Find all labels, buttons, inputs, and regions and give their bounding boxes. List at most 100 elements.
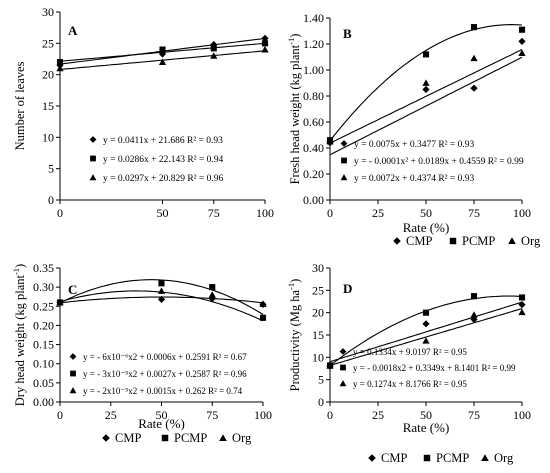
regression-equation: y = - 0.0018x2 + 0.3349x + 8.1401 R² = 0…: [353, 363, 516, 373]
y-tick-label: 20: [42, 68, 54, 82]
y-tick-label: 10: [312, 350, 324, 364]
data-point-triangle: [326, 137, 334, 145]
y-tick-label: 0: [48, 193, 54, 207]
data-point-triangle: [470, 311, 478, 318]
x-tick-label: 25: [372, 408, 384, 422]
data-point-triangle: [56, 64, 64, 72]
y-tick-label: 0: [318, 395, 324, 409]
legend-label: PCMP: [436, 451, 469, 465]
legend-label: Org: [232, 431, 252, 445]
y-axis-label: Dry head weight (kg plant-1): [11, 264, 27, 406]
data-point-diamond: [157, 295, 166, 303]
data-point-square: [259, 314, 267, 321]
data-point-diamond: [470, 84, 478, 92]
data-point-triangle: [518, 308, 526, 316]
data-point-triangle: [470, 54, 478, 62]
x-tick-label: 25: [372, 206, 384, 220]
trendline-diamond: [329, 56, 523, 156]
legend-label: CMP: [115, 431, 141, 445]
legend-label: CMP: [381, 451, 407, 465]
data-point-square: [210, 45, 217, 52]
data-point-square: [518, 26, 526, 33]
x-axis-label: Rate (%): [138, 416, 185, 431]
data-point-triangle: [518, 49, 526, 56]
data-point-square: [209, 284, 216, 291]
x-tick-label: 100: [513, 408, 531, 422]
legend-marker-square: [449, 237, 457, 245]
trendline-triangle: [329, 308, 523, 367]
regression-equation: y = - 6x10⁻⁶x2 + 0.0006x + 0.2591 R² = 0…: [83, 352, 247, 362]
data-point-triangle: [158, 58, 167, 66]
x-tick-label: 25: [105, 408, 117, 422]
data-point-square: [470, 24, 478, 31]
x-tick-label: 50: [420, 206, 432, 220]
x-tick-label: 100: [256, 206, 274, 220]
data-point-triangle: [422, 79, 430, 86]
data-point-diamond: [518, 301, 526, 309]
y-tick-label: 0.00: [303, 193, 324, 207]
legend-marker-diamond: [393, 237, 401, 245]
legend-label: Org: [494, 451, 514, 465]
regression-equation: y = 0.1334x + 9.0197 R² = 0.95: [353, 347, 467, 357]
y-axis-label-close: ): [288, 34, 302, 38]
panel-label: B: [343, 26, 352, 41]
y-tick-label: 30: [312, 261, 324, 275]
equation-marker-diamond: [340, 140, 348, 147]
data-point-diamond: [261, 34, 269, 42]
y-axis-label-text: Fresh head weight (kg plant: [288, 44, 302, 184]
data-point-diamond: [158, 50, 167, 58]
y-axis-label-unit-exponent: -1: [286, 38, 296, 45]
y-axis-label-text: Productivity (Mg ha: [288, 289, 302, 391]
data-point-square: [518, 294, 526, 301]
data-point-square: [261, 40, 269, 47]
y-tick-label: 15: [42, 99, 54, 113]
chart-panel-d: 0 5 10 15 20 25 30 0 25 50 75 100 D Productivity (Mg …: [286, 261, 531, 465]
y-tick-label: 0.25: [33, 299, 54, 313]
y-axis-label: Number of leaves: [13, 61, 27, 150]
y-tick-label: 25: [42, 36, 54, 50]
equation-marker-triangle: [339, 380, 347, 387]
data-point-square: [470, 293, 478, 300]
trendline-square: [59, 279, 264, 315]
regression-equation: y = 0.0286x + 22.143 R² = 0.94: [103, 155, 224, 165]
data-point-triangle: [56, 298, 64, 306]
x-axis-label: Rate (%): [403, 420, 450, 435]
equation-marker-square: [70, 370, 76, 377]
legend-label: PCMP: [462, 234, 495, 248]
x-axis-label: Rate (%): [403, 220, 450, 235]
x-tick-label: 0: [327, 408, 333, 422]
legend-label: Org: [521, 234, 541, 248]
panel-label: C: [68, 282, 77, 297]
data-point-triangle: [422, 337, 430, 344]
regression-equation: y = 0.0297x + 20.829 R² = 0.96: [103, 174, 224, 184]
x-tick-label: 75: [206, 408, 218, 422]
panel-label: D: [343, 281, 352, 296]
y-tick-label: 0.40: [303, 141, 324, 155]
equation-marker-square: [90, 155, 96, 162]
y-tick-label: 1.40: [303, 11, 324, 25]
trendline-triangle: [329, 49, 523, 144]
y-axis-label-text: Number of leaves: [13, 61, 27, 150]
y-tick-label: 0.80: [303, 89, 324, 103]
regression-equation: y = - 0.0001x² + 0.0189x + 0.4559 R² = 0…: [354, 157, 524, 167]
regression-equation: y = 0.1274x + 8.1766 R² = 0.95: [353, 379, 467, 389]
chart-panel-b: 0.00 0.20 0.40 0.60 0.80 1.00 1.20 1.40 0 25 50 75 1…: [286, 11, 541, 248]
data-point-triangle: [261, 46, 269, 53]
legend-marker-diamond: [102, 434, 110, 442]
regression-equation: y = 0.0072x + 0.4374 R² = 0.93: [354, 174, 475, 184]
y-tick-label: 10: [42, 130, 54, 144]
x-tick-label: 100: [254, 408, 272, 422]
data-point-diamond: [422, 320, 430, 328]
y-tick-label: 0.20: [303, 167, 324, 181]
equation-marker-square: [341, 157, 347, 164]
y-tick-label: 0.10: [33, 357, 54, 371]
data-point-diamond: [518, 37, 526, 45]
trendline-square: [329, 24, 523, 142]
y-tick-label: 20: [312, 306, 324, 320]
equation-marker-square: [340, 364, 346, 371]
y-tick-label: 0.00: [33, 395, 54, 409]
y-tick-label: 1.20: [303, 37, 324, 51]
x-tick-label: 0: [327, 206, 333, 220]
legend-marker-triangle: [481, 454, 489, 462]
